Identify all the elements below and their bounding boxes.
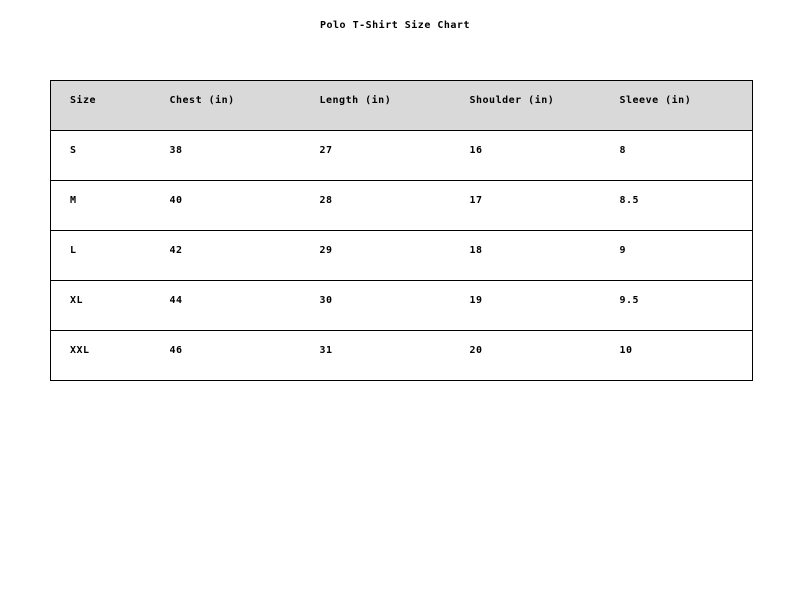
measurement-cell: 38 xyxy=(150,130,301,181)
size-cell: L xyxy=(50,230,151,281)
measurement-cell: 19 xyxy=(450,280,601,331)
table-body: S 38 27 16 8 M 40 28 17 8.5 L 42 29 18 9 XL 44 30 19 9.5 XXL… xyxy=(50,130,753,381)
measurement-cell: 20 xyxy=(450,330,601,381)
size-cell: XL xyxy=(50,280,151,331)
measurement-cell: 40 xyxy=(150,180,301,231)
measurement-cell: 17 xyxy=(450,180,601,231)
measurement-cell: 31 xyxy=(300,330,451,381)
column-header: Shoulder (in) xyxy=(450,80,601,131)
measurement-cell: 9 xyxy=(600,230,753,281)
column-header: Sleeve (in) xyxy=(600,80,753,131)
column-header: Size xyxy=(50,80,151,131)
measurement-cell: 46 xyxy=(150,330,301,381)
page-title: Polo T-Shirt Size Chart xyxy=(320,20,470,31)
measurement-cell: 42 xyxy=(150,230,301,281)
measurement-cell: 18 xyxy=(450,230,601,281)
column-header: Chest (in) xyxy=(150,80,301,131)
measurement-cell: 10 xyxy=(600,330,753,381)
size-cell: S xyxy=(50,130,151,181)
measurement-cell: 30 xyxy=(300,280,451,331)
measurement-cell: 27 xyxy=(300,130,451,181)
column-header: Length (in) xyxy=(300,80,451,131)
table-header-row: Size Chest (in) Length (in) Shoulder (in) Sl… xyxy=(50,80,753,131)
table-row: S 38 27 16 8 xyxy=(50,130,753,181)
measurement-cell: 8.5 xyxy=(600,180,753,231)
table-row: XXL 46 31 20 10 xyxy=(50,330,753,381)
table-header: Size Chest (in) Length (in) Shoulder (in) Sl… xyxy=(50,80,753,131)
measurement-cell: 29 xyxy=(300,230,451,281)
table-row: L 42 29 18 9 xyxy=(50,230,753,281)
size-cell: XXL xyxy=(50,330,151,381)
measurement-cell: 28 xyxy=(300,180,451,231)
measurement-cell: 9.5 xyxy=(600,280,753,331)
measurement-cell: 16 xyxy=(450,130,601,181)
table-row: M 40 28 17 8.5 xyxy=(50,180,753,231)
measurement-cell: 44 xyxy=(150,280,301,331)
size-cell: M xyxy=(50,180,151,231)
measurement-cell: 8 xyxy=(600,130,753,181)
size-chart-table: Size Chest (in) Length (in) Shoulder (in) Sl… xyxy=(50,80,753,381)
table-row: XL 44 30 19 9.5 xyxy=(50,280,753,331)
